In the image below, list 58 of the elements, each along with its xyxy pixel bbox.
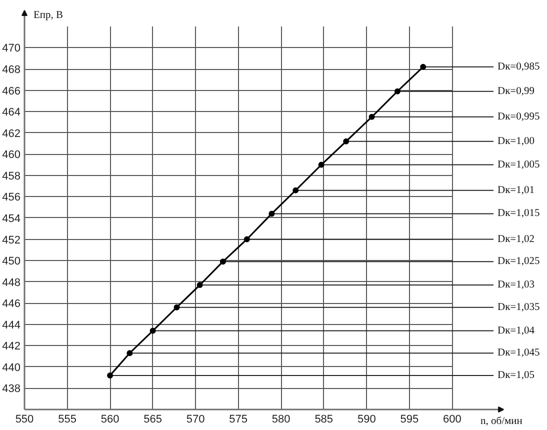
- y-tick-label: 466: [2, 85, 21, 98]
- annotation: Dк=0,985: [498, 61, 540, 72]
- point: [196, 282, 203, 288]
- y-tick-label: 460: [2, 149, 21, 162]
- y-tick-label: 470: [2, 42, 21, 55]
- point: [220, 258, 226, 265]
- x-tick-label: 550: [15, 414, 34, 426]
- annotation: Dк=1,03: [498, 280, 534, 291]
- y-tick-label: 442: [2, 340, 21, 353]
- annotation: Dк=1,00: [498, 136, 534, 147]
- point: [174, 304, 180, 310]
- annotation: Dк=1,005: [498, 159, 540, 170]
- y-tick-label: 444: [2, 319, 21, 332]
- y-tick-label: 448: [2, 276, 21, 289]
- x-tick-label: 565: [144, 414, 162, 426]
- y-tick-label: 454: [2, 212, 21, 225]
- y-axis-title: Епр, В: [34, 10, 64, 21]
- x-tick-label: 590: [357, 414, 376, 426]
- y-tick-label: 462: [2, 128, 21, 140]
- annotation: Dк=1,05: [498, 370, 534, 381]
- y-tick-label: 438: [2, 383, 21, 396]
- annotation: Dк=0,99: [498, 86, 534, 97]
- point: [343, 138, 350, 144]
- x-tick-label: 580: [272, 414, 290, 426]
- point: [292, 187, 299, 194]
- point: [420, 64, 426, 70]
- point: [244, 236, 250, 242]
- point: [126, 350, 133, 356]
- annotation: Dк=1,015: [498, 208, 540, 220]
- y-tick-label: 452: [2, 234, 21, 246]
- y-tick-label: 450: [2, 256, 21, 268]
- y-tick-label: 458: [2, 170, 21, 182]
- annotation: Dк=1,045: [498, 348, 540, 359]
- x-axis-title: n, об/мин: [480, 416, 523, 427]
- annotation: Dк=1,01: [498, 184, 534, 196]
- y-tick-label: 464: [2, 106, 21, 119]
- x-tick-label: 600: [443, 414, 462, 426]
- y-tick-label: 440: [2, 362, 21, 374]
- point: [394, 88, 400, 94]
- point: [368, 114, 375, 120]
- annotation: Dк=1,035: [498, 302, 540, 313]
- y-tick-label: 456: [2, 192, 21, 204]
- x-tick-label: 555: [58, 414, 76, 426]
- y-tick-label: 468: [2, 64, 21, 76]
- annotation: Dк=1,04: [498, 325, 536, 336]
- x-tick-label: 585: [314, 414, 334, 426]
- x-tick-label: 595: [400, 414, 419, 426]
- x-tick-label: 570: [186, 414, 205, 426]
- y-tick-label: 446: [2, 298, 21, 310]
- point: [107, 372, 114, 378]
- point: [318, 162, 324, 168]
- x-tick-label: 560: [100, 414, 120, 426]
- annotation: Dк=0,995: [498, 111, 540, 122]
- annotation: Dк=1,02: [498, 234, 534, 245]
- point: [268, 210, 275, 217]
- annotation: Dк=1,025: [498, 256, 540, 268]
- x-tick-label: 575: [229, 414, 248, 426]
- point: [150, 328, 156, 334]
